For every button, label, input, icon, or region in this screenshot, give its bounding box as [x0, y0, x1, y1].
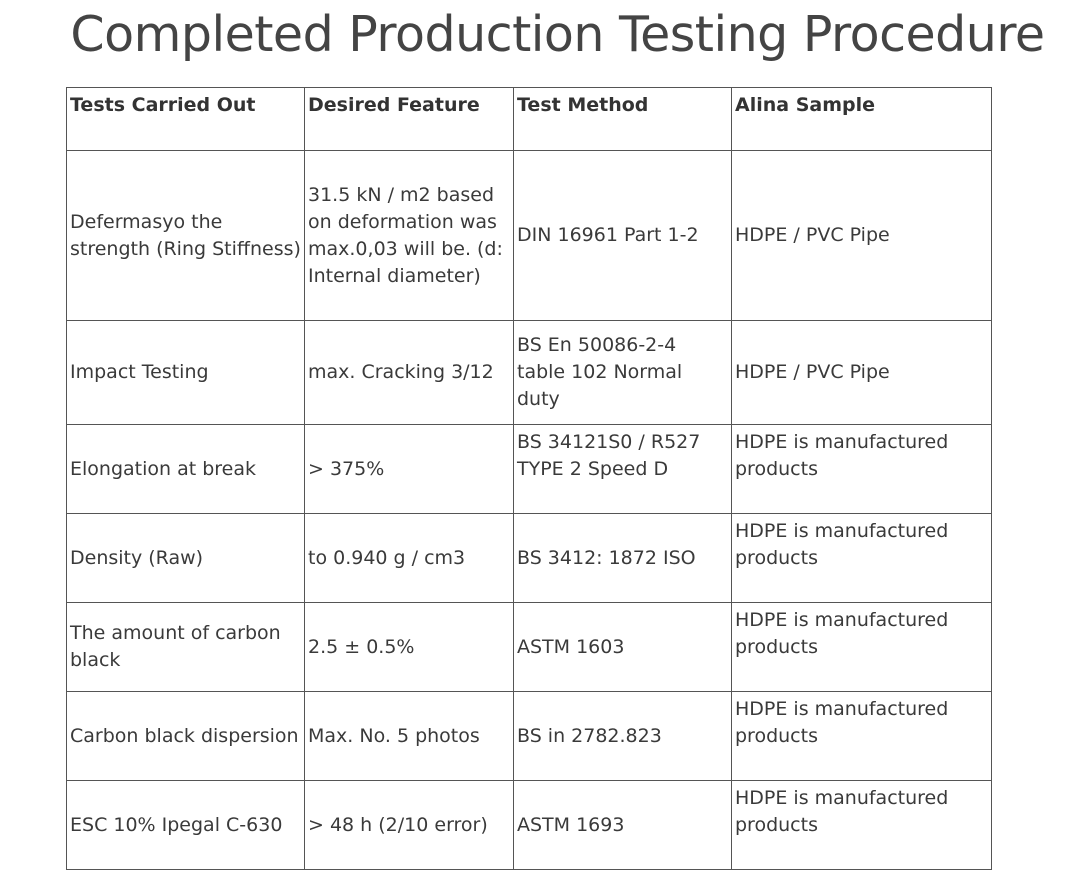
cell-test: The amount of carbon black: [66, 602, 305, 692]
cell-feature: > 375%: [304, 424, 514, 514]
table-row: Density (Raw) to 0.940 g / cm3 BS 3412: …: [66, 513, 992, 603]
cell-test: ESC 10% Ipegal C-630: [66, 780, 305, 870]
cell-feature: Max. No. 5 photos: [304, 691, 514, 781]
cell-feature: > 48 h (2/10 error): [304, 780, 514, 870]
cell-method: ASTM 1603: [513, 602, 732, 692]
cell-sample: HDPE is manufactured products: [731, 513, 992, 603]
cell-sample: HDPE is manufactured products: [731, 424, 992, 514]
table-row: ESC 10% Ipegal C-630 > 48 h (2/10 error)…: [66, 780, 992, 870]
cell-feature: to 0.940 g / cm3: [304, 513, 514, 603]
cell-method: BS En 50086-2-4 table 102 Normal duty: [513, 320, 732, 425]
cell-feature: 2.5 ± 0.5%: [304, 602, 514, 692]
header-desired-feature: Desired Feature: [304, 87, 514, 151]
cell-sample: HDPE is manufactured products: [731, 691, 992, 781]
cell-method: BS in 2782.823: [513, 691, 732, 781]
table-row: Elongation at break > 375% BS 34121S0 / …: [66, 424, 992, 514]
cell-sample: HDPE / PVC Pipe: [731, 150, 992, 321]
cell-sample: HDPE is manufactured products: [731, 780, 992, 870]
table-row: The amount of carbon black 2.5 ± 0.5% AS…: [66, 602, 992, 692]
table-row: Carbon black dispersion Max. No. 5 photo…: [66, 691, 992, 781]
cell-method: ASTM 1693: [513, 780, 732, 870]
header-tests-carried-out: Tests Carried Out: [66, 87, 305, 151]
cell-test: Impact Testing: [66, 320, 305, 425]
page-title: Completed Production Testing Procedure: [70, 6, 1045, 63]
cell-method: BS 3412: 1872 ISO: [513, 513, 732, 603]
cell-test: Defermasyo the strength (Ring Stiffness): [66, 150, 305, 321]
header-alina-sample: Alina Sample: [731, 87, 992, 151]
cell-sample: HDPE / PVC Pipe: [731, 320, 992, 425]
cell-test: Density (Raw): [66, 513, 305, 603]
cell-feature: 31.5 kN / m2 based on deformation was ma…: [304, 150, 514, 321]
table-header-row: Tests Carried Out Desired Feature Test M…: [66, 87, 992, 151]
cell-test: Carbon black dispersion: [66, 691, 305, 781]
cell-sample: HDPE is manufactured products: [731, 602, 992, 692]
table-row: Impact Testing max. Cracking 3/12 BS En …: [66, 320, 992, 425]
cell-method: BS 34121S0 / R527 TYPE 2 Speed D: [513, 424, 732, 514]
table-row: Defermasyo the strength (Ring Stiffness)…: [66, 150, 992, 321]
cell-test: Elongation at break: [66, 424, 305, 514]
testing-procedure-table: Tests Carried Out Desired Feature Test M…: [66, 87, 992, 870]
cell-feature: max. Cracking 3/12: [304, 320, 514, 425]
header-test-method: Test Method: [513, 87, 732, 151]
cell-method: DIN 16961 Part 1-2: [513, 150, 732, 321]
